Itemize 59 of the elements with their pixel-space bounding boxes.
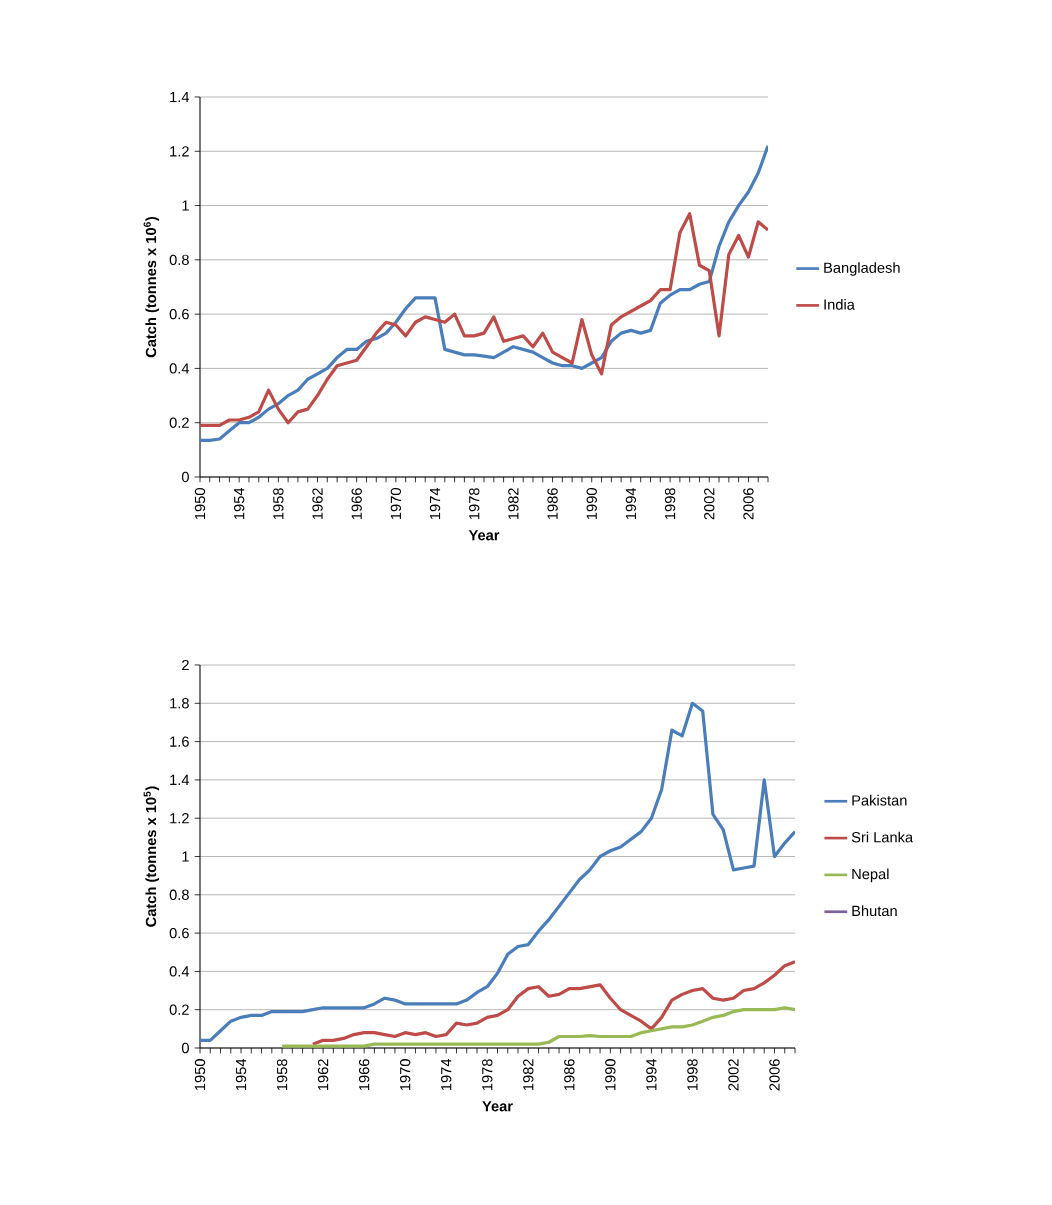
x-tick-label: 1986: [547, 488, 558, 519]
x-tick-label: 1966: [358, 1059, 370, 1091]
y-tick-label: 2: [182, 659, 189, 671]
y-tick-label: 0.6: [169, 927, 189, 939]
y-tick-label: 1.2: [170, 146, 189, 157]
x-tick-label: 1950: [194, 1059, 206, 1091]
y-tick-label: 0.2: [169, 1004, 189, 1015]
x-tick-label: 1982: [508, 488, 519, 519]
x-tick-label: 2002: [728, 1059, 739, 1091]
x-tick-label: 1994: [625, 487, 637, 519]
x-tick-label: 1998: [687, 1059, 698, 1091]
x-tick-label: 1958: [276, 1059, 288, 1091]
legend-label: Nepal: [852, 868, 889, 883]
x-tick-label: 1994: [646, 1058, 657, 1091]
legend-label: Sri Lanka: [851, 831, 914, 843]
x-tick-label: 1990: [586, 488, 597, 519]
y-tick-label: 1.4: [170, 774, 190, 785]
x-tick-label: 1970: [390, 488, 402, 519]
x-axis-title: Year: [468, 530, 500, 541]
y-tick-label: 1.4: [170, 91, 190, 103]
y-tick-label: 1.2: [170, 813, 189, 824]
x-tick-label: 1954: [234, 487, 245, 519]
y-tick-label: 0.2: [169, 417, 189, 428]
x-tick-label: 1958: [273, 488, 284, 519]
y-tick-label: 0.4: [169, 363, 190, 374]
legend-label: Bangladesh: [824, 262, 900, 276]
y-tick-label: 1: [182, 851, 189, 862]
x-tick-label: 1950: [194, 488, 206, 519]
x-tick-label: 1966: [351, 488, 362, 519]
x-tick-label: 1986: [564, 1059, 575, 1091]
x-tick-label: 1982: [523, 1059, 534, 1091]
y-tick-label: 0.4: [169, 966, 190, 977]
x-tick-label: 1978: [469, 488, 480, 519]
y-tick-label: 1.6: [170, 736, 189, 747]
y-tick-label: 1.8: [170, 698, 189, 709]
x-tick-label: 1954: [235, 1058, 247, 1091]
y-tick-label: 0: [181, 1042, 189, 1054]
y-axis-title: Catch (tonnes x 10$^{6}$): [143, 216, 160, 358]
x-tick-label: 1990: [605, 1059, 616, 1091]
y-tick-label: 0.6: [169, 308, 189, 320]
y-axis-title: Catch (tonnes x 10$^{5}$): [143, 786, 160, 927]
x-tick-label: 1978: [482, 1059, 493, 1091]
x-tick-label: 2006: [743, 488, 754, 520]
x-tick-label: 1974: [429, 487, 441, 519]
legend-label: Bhutan: [852, 905, 897, 917]
legend-label: Pakistan: [852, 794, 907, 806]
x-axis-title: Year: [482, 1101, 513, 1112]
y-tick-label: 1: [182, 200, 189, 211]
x-tick-label: 2006: [769, 1059, 780, 1091]
legend-label: India: [824, 298, 855, 310]
y-tick-label: 0.8: [169, 889, 189, 900]
y-tick-label: 0.8: [169, 254, 189, 266]
y-tick-label: 0: [181, 471, 189, 483]
x-tick-label: 1970: [400, 1059, 411, 1091]
x-tick-label: 1974: [441, 1058, 452, 1091]
x-tick-label: 1962: [317, 1059, 329, 1091]
x-tick-label: 1998: [664, 488, 676, 519]
x-tick-label: 1962: [312, 488, 323, 519]
x-tick-label: 2002: [704, 488, 715, 520]
